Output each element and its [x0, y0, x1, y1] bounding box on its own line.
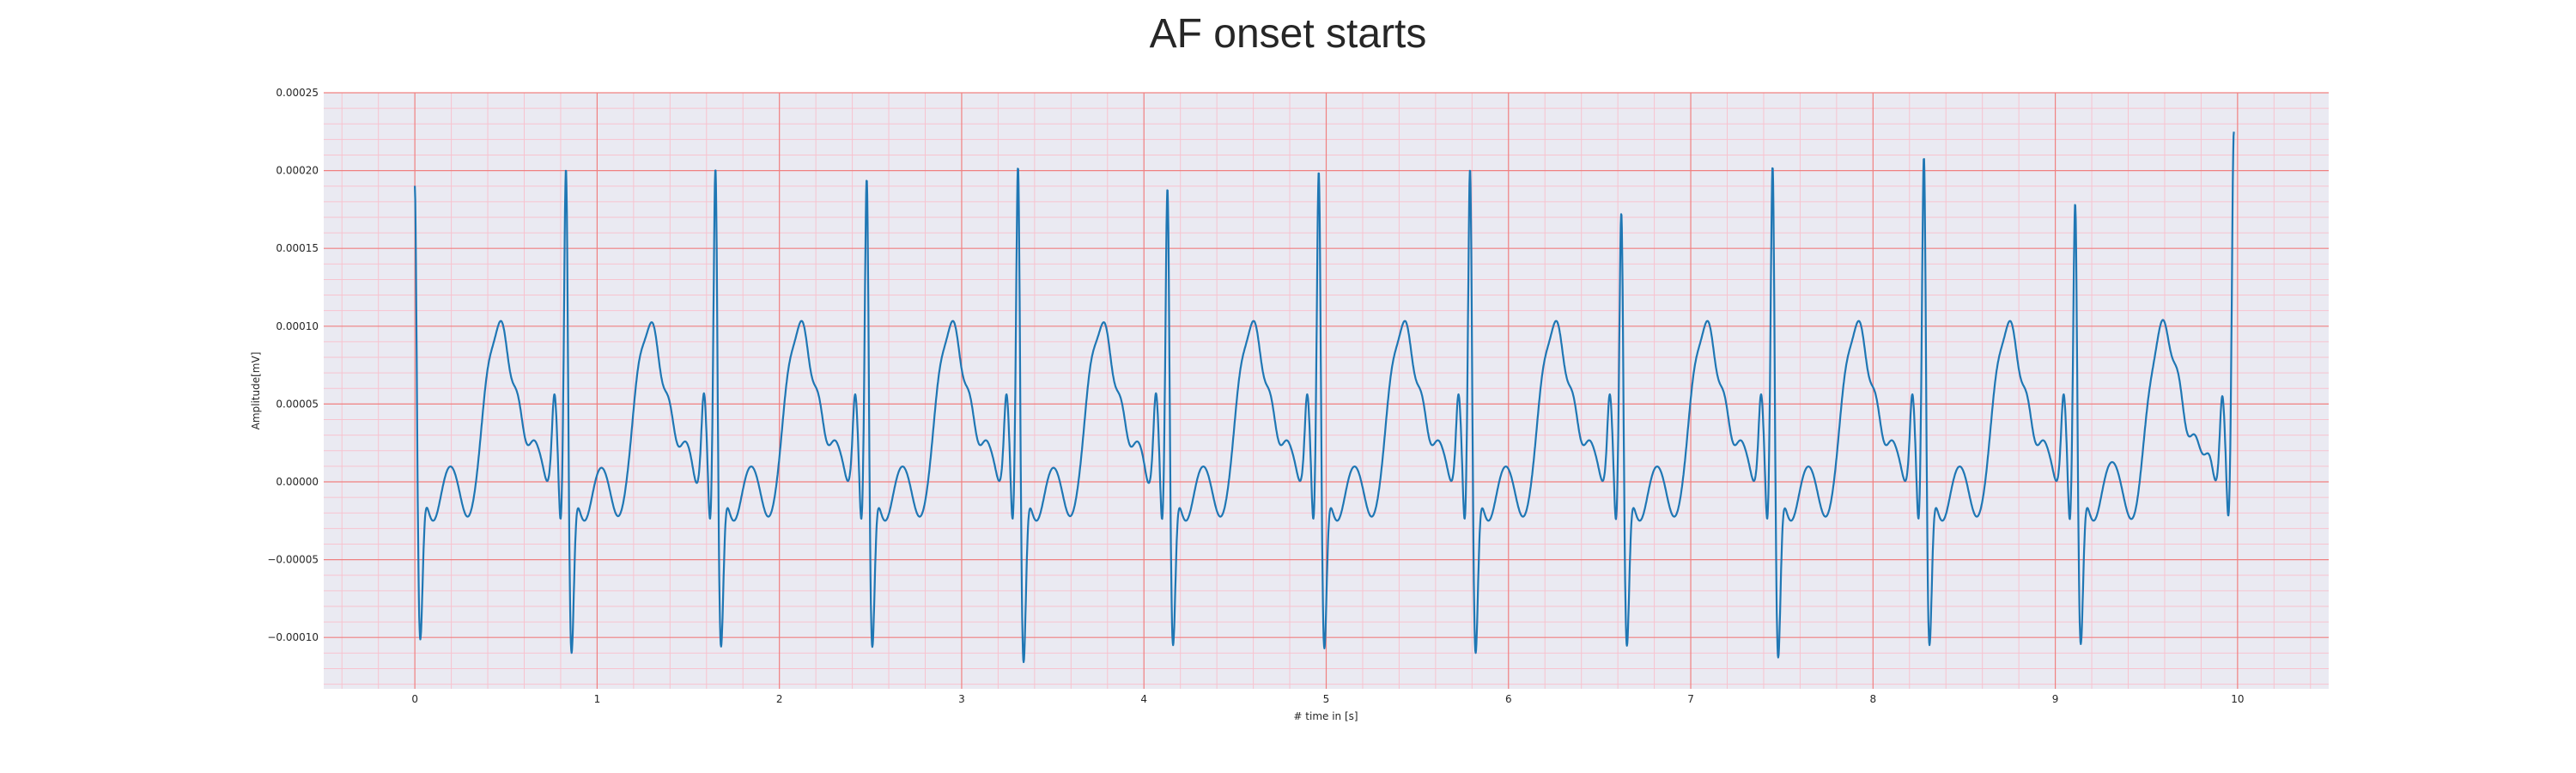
- x-tick-label: 5: [1323, 693, 1330, 705]
- x-tick-label: 10: [2231, 693, 2244, 705]
- y-tick-label: −0.00010: [267, 631, 319, 643]
- x-tick-label: 1: [594, 693, 601, 705]
- y-axis-label: Amplitude[mV]: [250, 352, 262, 430]
- y-tick-label: 0.00015: [276, 242, 319, 254]
- x-tick-label: 3: [958, 693, 965, 705]
- x-axis-ticks: 0 1 2 3 4 5 6 7 8 9 10: [411, 693, 2244, 705]
- x-tick-label: 6: [1505, 693, 1512, 705]
- x-axis-label: # time in [s]: [1293, 710, 1358, 722]
- x-tick-label: 9: [2052, 693, 2059, 705]
- chart-title: AF onset starts: [1150, 11, 1427, 57]
- series-line-ecg: [414, 131, 2235, 663]
- x-tick-label: 7: [1687, 693, 1694, 705]
- y-tick-label: −0.00005: [267, 554, 319, 566]
- major-grid: [324, 92, 2329, 689]
- y-tick-label: 0.00000: [276, 476, 319, 488]
- x-tick-label: 0: [411, 693, 418, 705]
- x-tick-label: 2: [776, 693, 783, 705]
- x-tick-label: 8: [1869, 693, 1876, 705]
- y-tick-label: 0.00025: [276, 87, 319, 99]
- y-tick-label: 0.00010: [276, 320, 319, 332]
- x-tick-label: 4: [1140, 693, 1147, 705]
- y-tick-label: 0.00020: [276, 165, 319, 177]
- y-axis-ticks: −0.00010 −0.00005 0.00000 0.00005 0.00010 0.0…: [267, 87, 319, 643]
- y-tick-label: 0.00005: [276, 398, 319, 410]
